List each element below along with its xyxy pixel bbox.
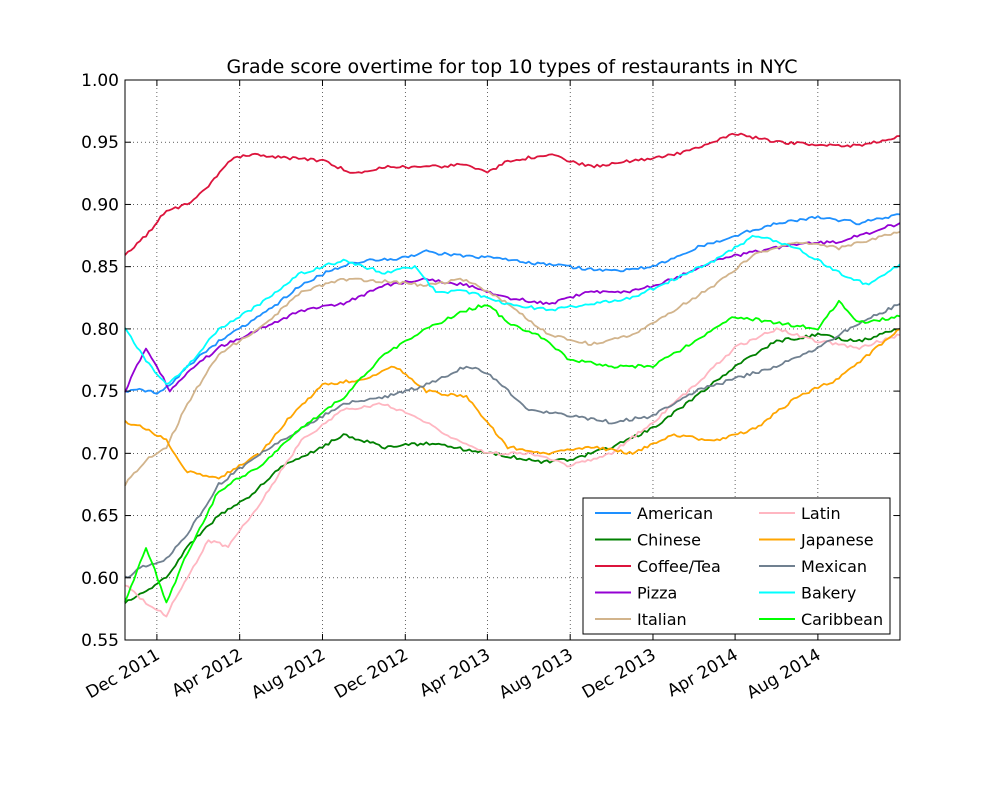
y-tick-label: 0.55 [81, 631, 119, 651]
series-line-latin [124, 327, 901, 618]
y-tick-label: 1.00 [81, 71, 119, 91]
y-tick-label: 0.65 [81, 507, 119, 527]
y-tick-label: 0.95 [81, 133, 119, 153]
legend-label: Latin [801, 504, 841, 523]
legend-label: Japanese [800, 531, 874, 550]
series-line-italian [124, 230, 901, 487]
series-line-mexican [124, 303, 901, 579]
series-lines [124, 132, 901, 618]
x-tick-label: Apr 2012 [169, 645, 247, 701]
legend-label: American [637, 504, 713, 523]
legend-label: Italian [637, 610, 687, 629]
x-tick-label: Dec 2013 [579, 645, 660, 703]
x-tick-label: Dec 2011 [83, 645, 164, 703]
series-line-chinese [124, 328, 901, 604]
x-tick-label: Dec 2012 [331, 645, 412, 703]
series-line-bakery [124, 234, 901, 386]
legend-label: Chinese [637, 531, 701, 550]
x-tick-label: Aug 2014 [743, 645, 824, 703]
x-tick-label: Apr 2013 [416, 645, 494, 701]
y-tick-label: 0.60 [81, 569, 119, 589]
y-tick-label: 0.90 [81, 195, 119, 215]
chart-title: Grade score overtime for top 10 types of… [226, 56, 797, 78]
legend-label: Mexican [801, 557, 867, 576]
x-tick-label: Aug 2012 [248, 645, 329, 703]
series-line-american [124, 213, 901, 395]
series-line-japanese [124, 328, 901, 480]
y-tick-label: 0.85 [81, 258, 119, 278]
plot-frame [124, 79, 901, 641]
legend: American Chinese Coffee/Tea Pizza Italian Lat… [582, 497, 891, 635]
y-tick-label: 0.75 [81, 382, 119, 402]
legend-label: Bakery [801, 584, 856, 603]
y-tick-label: 0.70 [81, 444, 119, 464]
legend-label: Pizza [637, 584, 677, 603]
legend-box [582, 497, 891, 635]
series-line-coffee-tea [124, 132, 901, 256]
x-tick-label: Aug 2013 [496, 645, 577, 703]
y-tick-label: 0.80 [81, 320, 119, 340]
x-tick-label: Apr 2014 [664, 645, 742, 701]
series-line-caribbean [124, 299, 901, 604]
legend-label: Caribbean [801, 610, 883, 629]
legend-label: Coffee/Tea [637, 557, 721, 576]
